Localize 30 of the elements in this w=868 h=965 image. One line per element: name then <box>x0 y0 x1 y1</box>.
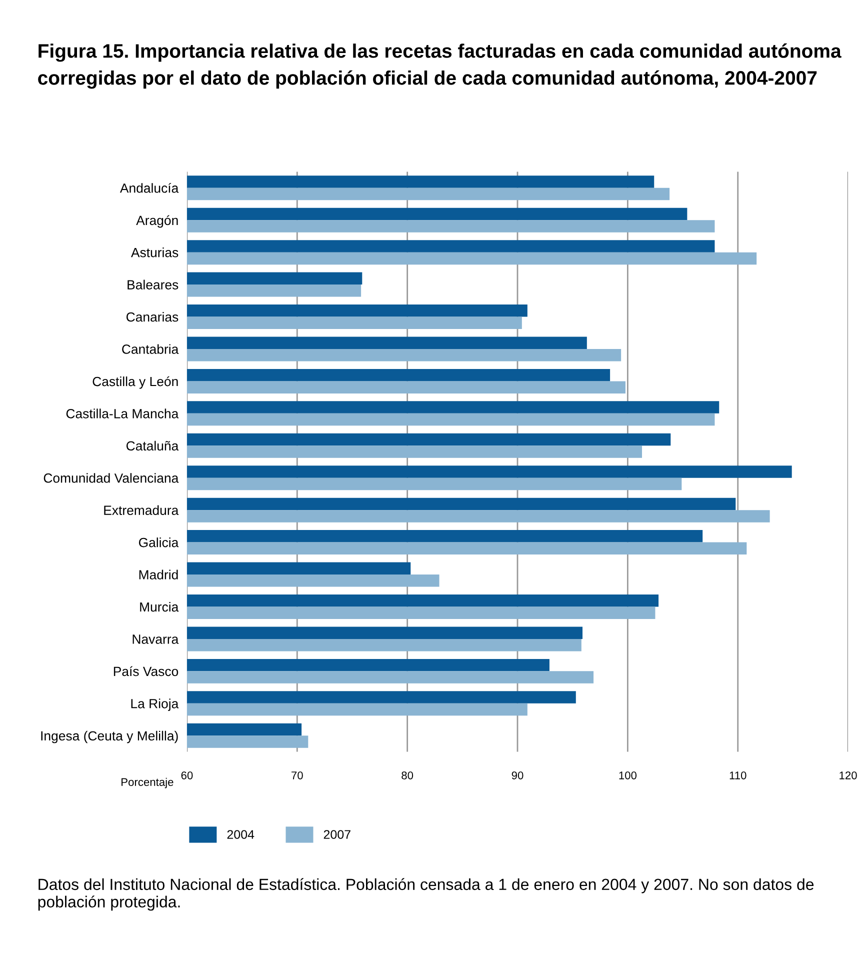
y-tick-label: País Vasco <box>114 666 178 676</box>
y-tick-label: Murcia <box>140 602 179 612</box>
y-tick-label: Castilla-La Mancha <box>66 408 179 418</box>
x-tick-label: 60 <box>181 771 193 780</box>
y-tick-label: Castilla y León <box>92 376 178 389</box>
y-tick-label: Canarias <box>126 312 178 322</box>
y-tick-label: Asturias <box>131 248 178 258</box>
x-tick-label: 80 <box>402 771 414 780</box>
x-axis-title: Porcentaje <box>122 778 174 788</box>
x-tick-label: 110 <box>730 771 746 780</box>
x-tick-label: 70 <box>292 771 303 780</box>
text: Datos del Instituto Nacional de Estadística. Población censada a 1 de enero en 2004 y 2007. No son datos de población protegida. <box>38 878 814 911</box>
y-tick-label: La Rioja <box>131 698 179 711</box>
y-tick-label: Navarra <box>132 634 179 644</box>
y-tick-label: Baleares <box>128 280 178 290</box>
x-tick-label: 90 <box>512 771 524 780</box>
y-tick-label: Cantabria <box>122 344 179 354</box>
y-tick-label: Cataluña <box>126 440 179 451</box>
y-tick-label: Andalucía <box>120 182 179 193</box>
y-tick-label: Comunidad Valenciana <box>44 473 179 483</box>
y-tick-label: Aragón <box>136 215 178 228</box>
y-tick-label: Galicia <box>138 538 179 548</box>
legend-label: 2004 <box>227 830 254 839</box>
x-tick-label: 120 <box>840 771 857 780</box>
chart-title: Figura 15. Importancia relativa de las recetas facturadas en cada comunidad autónoma corregidas por el dato de población oficial de cada comunidad autónoma, 2004-2007 <box>38 43 842 89</box>
x-tick-label: 100 <box>619 771 637 780</box>
legend-label: 2007 <box>324 830 350 839</box>
y-tick-label: Extremadura <box>104 505 179 515</box>
y-tick-label: Ingesa (Ceuta y Melilla) <box>41 730 178 744</box>
y-tick-label: Madrid <box>139 570 178 580</box>
